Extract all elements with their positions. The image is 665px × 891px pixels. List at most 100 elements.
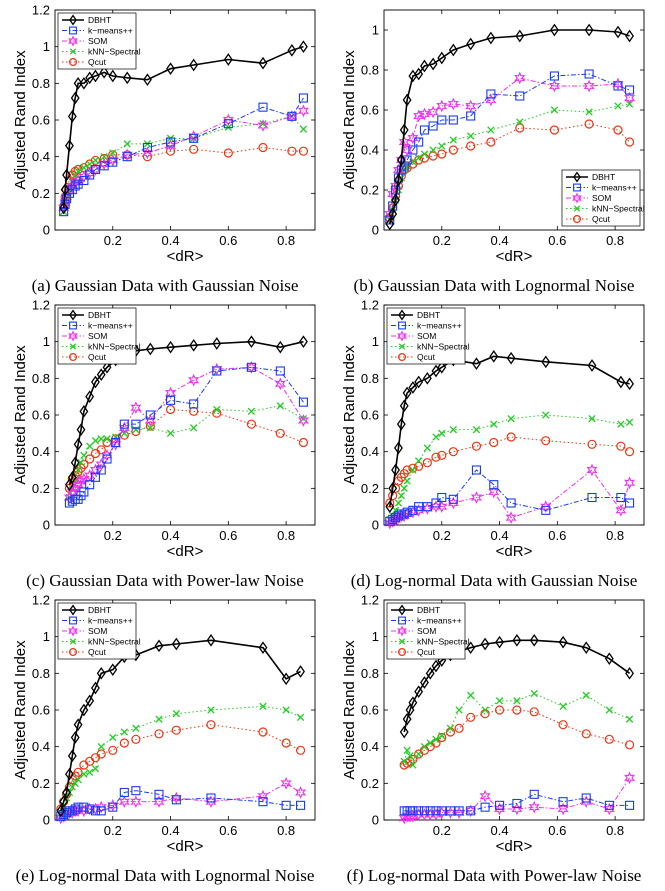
y-tick-label: 0.2 [361,183,379,198]
data-point [408,754,418,765]
data-point [402,386,412,400]
x-tick-label: 0.8 [277,233,295,248]
data-point [420,59,429,73]
data-point [541,436,551,446]
data-point [298,437,309,448]
data-point [223,53,233,66]
legend-label: k−means++ [88,26,133,36]
data-point [393,511,403,521]
data-point [398,811,410,825]
chart-panel-c: 0 0.2 0.4 0.6 0.8 1 1.2 0.2 0.4 0.6 0.8 <dR> Adjuste… [12,298,316,590]
data-point [97,743,105,751]
data-point [486,89,496,99]
data-point [515,91,525,101]
y-tick-label: 1.2 [32,3,50,18]
data-point [72,174,84,187]
data-point [582,691,590,699]
data-point [420,743,429,751]
legend-marker [69,616,77,625]
data-point [558,720,568,730]
data-point [489,437,499,448]
data-point [247,407,256,415]
data-point [119,787,129,798]
data-point [587,359,597,372]
x-tick-label: 0.2 [433,233,451,248]
data-point [62,168,71,182]
data-point [153,795,165,809]
data-point [506,498,516,508]
data-point [119,419,129,429]
data-point [415,750,423,758]
y-tick-label: 0 [43,518,50,533]
data-point [385,217,395,231]
y-tick-label: 0.8 [361,666,379,681]
data-point [189,338,199,352]
legend-label: k−means++ [88,321,133,331]
legend-marker [397,625,407,637]
legend-marker [573,171,581,183]
legend-marker [398,604,406,616]
series-line [389,29,630,225]
data-point [408,806,418,816]
data-point [206,793,216,803]
data-point [414,685,424,699]
legend-marker [398,321,406,330]
data-point [616,492,626,503]
data-point [581,793,591,803]
data-point [486,137,496,147]
data-point [437,806,447,816]
data-point [406,752,414,760]
y-tick-label: 0.8 [361,371,379,386]
data-point [298,93,308,103]
data-point [624,771,636,785]
data-point [409,466,417,474]
data-point [132,724,140,732]
data-point [90,472,100,482]
data-point [206,633,216,647]
data-point [414,137,424,147]
data-point [516,118,524,126]
data-point [123,140,131,148]
data-point [62,786,71,799]
y-tick-label: 0 [43,223,50,238]
data-point [408,463,418,473]
data-point [56,804,66,818]
data-point [287,111,297,121]
data-point [414,461,424,471]
data-point [166,429,175,437]
data-point [625,418,634,426]
data-point [189,133,199,143]
data-point [471,441,482,451]
data-point [512,798,522,809]
data-point [91,156,100,164]
data-point [111,437,121,448]
data-point [96,368,106,382]
data-point [108,663,118,677]
data-point [415,457,423,465]
series-k-means- [56,786,306,821]
x-axis-label: <dR> [167,543,204,560]
legend-label: k−means++ [88,616,133,626]
data-point [436,500,448,514]
data-point [112,433,120,441]
y-tick-label: 0.4 [32,739,50,754]
data-point [154,639,164,653]
data-point [96,806,106,816]
data-point [85,804,95,814]
data-point [613,125,623,135]
data-point [470,491,482,504]
data-point [258,142,268,153]
x-tick-label: 0.4 [162,823,180,838]
legend-label: SOM [592,193,611,203]
panel-caption: (b) Gaussian Data with Lognormal Noise [354,276,635,295]
data-point [445,806,455,816]
y-tick-label: 0 [372,223,379,238]
data-point [132,426,140,434]
y-tick-label: 0.8 [32,666,50,681]
x-tick-label: 0.2 [104,823,122,838]
data-point [99,161,109,171]
